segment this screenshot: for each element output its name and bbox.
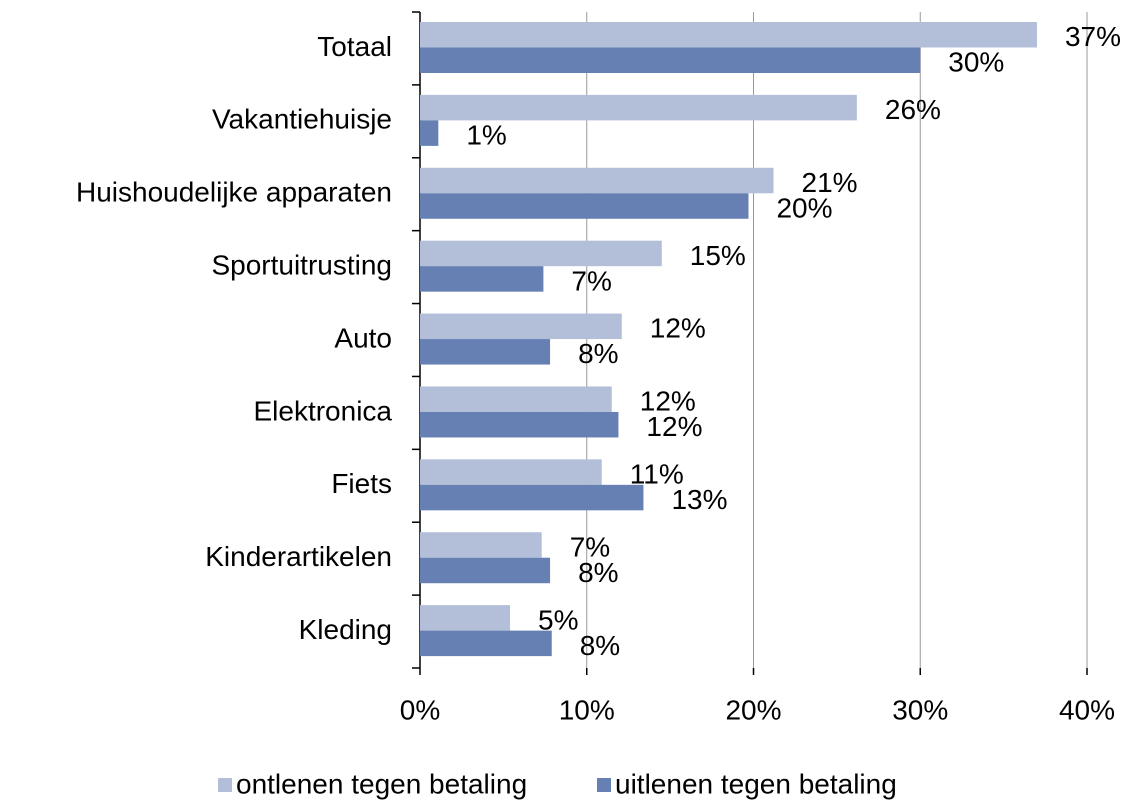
bar — [420, 94, 857, 121]
bar — [420, 411, 619, 438]
bar — [420, 630, 552, 657]
y-tick-label: Fiets — [331, 468, 392, 499]
y-tick-label: Totaal — [317, 31, 392, 62]
data-label: 8% — [578, 338, 618, 369]
bar — [420, 167, 774, 194]
data-label: 11% — [630, 458, 684, 489]
bar — [420, 22, 1037, 48]
bar — [420, 120, 439, 146]
data-label: 37% — [1065, 21, 1121, 52]
data-label: 15% — [690, 240, 746, 271]
bar — [420, 193, 749, 219]
bar — [420, 557, 551, 584]
y-tick-label: Vakantiehuisje — [212, 104, 392, 135]
bar — [420, 313, 622, 340]
data-label: 5% — [538, 604, 578, 635]
data-label: 8% — [580, 630, 620, 661]
y-tick-label: Kinderartikelen — [205, 541, 392, 572]
y-tick-label: Huishoudelijke apparaten — [76, 177, 392, 208]
bar — [420, 386, 612, 412]
data-label: 12% — [650, 313, 706, 344]
x-tick-label: 10% — [559, 694, 615, 725]
y-tick-label: Sportuitrusting — [211, 250, 392, 281]
data-label: 7% — [570, 531, 610, 562]
bar — [420, 47, 921, 73]
data-label: 12% — [646, 411, 702, 442]
bar — [420, 532, 542, 558]
legend-label: uitlenen tegen betaling — [615, 768, 897, 799]
data-label: 8% — [578, 557, 618, 588]
legend-swatch — [218, 778, 232, 792]
x-tick-label: 30% — [892, 694, 948, 725]
y-tick-label: Auto — [334, 322, 392, 353]
legend-swatch — [597, 778, 611, 792]
bar — [420, 484, 644, 511]
x-tick-label: 40% — [1059, 694, 1115, 725]
data-label: 1% — [466, 120, 506, 151]
data-label: 30% — [948, 47, 1004, 78]
bar — [420, 605, 511, 631]
bar — [420, 339, 551, 365]
y-tick-label: Kleding — [299, 614, 392, 645]
bar — [420, 240, 662, 267]
bar — [420, 459, 602, 485]
data-label: 20% — [776, 192, 832, 223]
x-tick-label: 20% — [725, 694, 781, 725]
data-label: 21% — [802, 167, 858, 198]
x-tick-label: 0% — [400, 694, 440, 725]
data-label: 7% — [571, 265, 611, 296]
bar — [420, 266, 544, 292]
data-label: 12% — [640, 386, 696, 417]
data-label: 26% — [885, 94, 941, 125]
data-label: 13% — [671, 484, 727, 515]
legend-label: ontlenen tegen betaling — [236, 768, 527, 799]
y-tick-label: Elektronica — [253, 395, 392, 426]
